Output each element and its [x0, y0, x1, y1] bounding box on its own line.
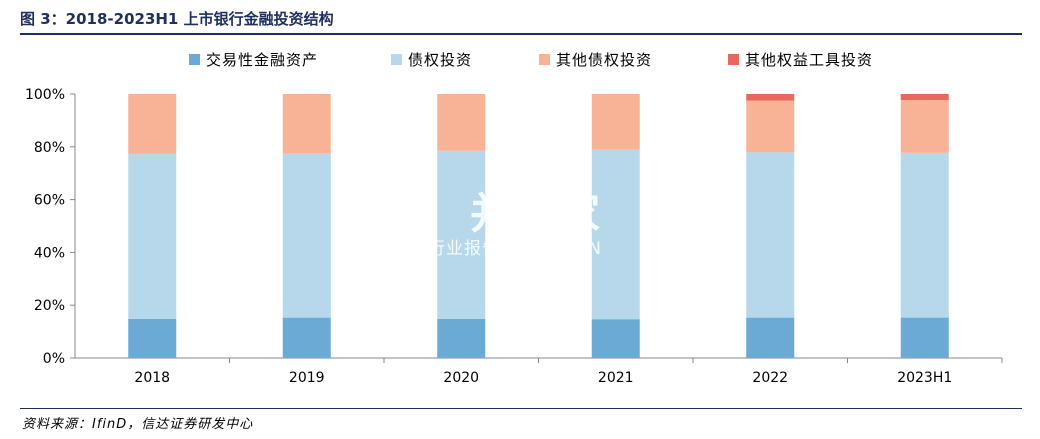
source-rule — [20, 408, 1022, 409]
legend-label: 债权投资 — [408, 50, 473, 69]
bar-segment — [437, 94, 486, 151]
legend-swatch — [539, 53, 550, 65]
legend-item-trading-assets: 交易性金融资产 — [189, 48, 318, 70]
y-tick-label: 0% — [43, 351, 65, 367]
bar-segment — [746, 94, 795, 101]
legend-label: 其他债权投资 — [556, 50, 653, 69]
y-tick-label: 20% — [34, 298, 65, 314]
bar-segment — [591, 149, 640, 320]
bar-segment — [900, 317, 949, 358]
legend-swatch — [189, 53, 200, 65]
legend-item-debt-investment: 债权投资 — [391, 48, 472, 70]
bar-segment — [282, 94, 331, 154]
bar-segment — [591, 319, 640, 358]
y-tick-label: 80% — [34, 140, 65, 156]
bar-segment — [591, 94, 640, 150]
y-tick-label: 40% — [34, 245, 65, 261]
bar-segment — [900, 94, 949, 101]
x-tick-label: 2019 — [289, 370, 325, 386]
bar-segment — [282, 317, 331, 358]
legend-label: 交易性金融资产 — [206, 50, 319, 69]
legend-swatch — [728, 53, 739, 65]
bar-segment — [900, 100, 949, 153]
bar-segment — [437, 150, 486, 319]
x-tick-label: 2018 — [134, 370, 170, 386]
bar-segment — [128, 153, 177, 319]
x-tick-label: 2022 — [752, 370, 788, 386]
title-bar: 图 3：2018-2023H1 上市银行金融投资结构 — [0, 0, 1024, 36]
bar-segment — [746, 100, 795, 153]
title-rule — [20, 33, 1022, 35]
bar-segment — [437, 318, 486, 358]
bar-segment — [746, 317, 795, 358]
legend: 交易性金融资产 债权投资 其他债权投资 其他权益工具投资 — [0, 48, 1040, 70]
y-tick-label: 100% — [25, 87, 65, 103]
source-note: 资料来源：IfinD，信达证券研发中心 — [22, 417, 254, 432]
chart-title: 图 3：2018-2023H1 上市银行金融投资结构 — [20, 10, 334, 28]
x-tick-label: 2020 — [443, 370, 479, 386]
legend-item-other-debt-investment: 其他债权投资 — [539, 48, 652, 70]
legend-swatch — [391, 53, 402, 65]
bar-segment — [900, 152, 949, 318]
y-tick-label: 60% — [34, 193, 65, 209]
x-tick-label: 2021 — [598, 370, 634, 386]
legend-item-other-equity-instruments: 其他权益工具投资 — [728, 48, 873, 70]
bar-segment — [128, 94, 177, 154]
bar-segment — [282, 153, 331, 318]
legend-label: 其他权益工具投资 — [745, 50, 874, 69]
bar-segment — [746, 152, 795, 318]
bar-segment — [128, 318, 177, 358]
x-tick-label: 2023H1 — [897, 370, 952, 386]
